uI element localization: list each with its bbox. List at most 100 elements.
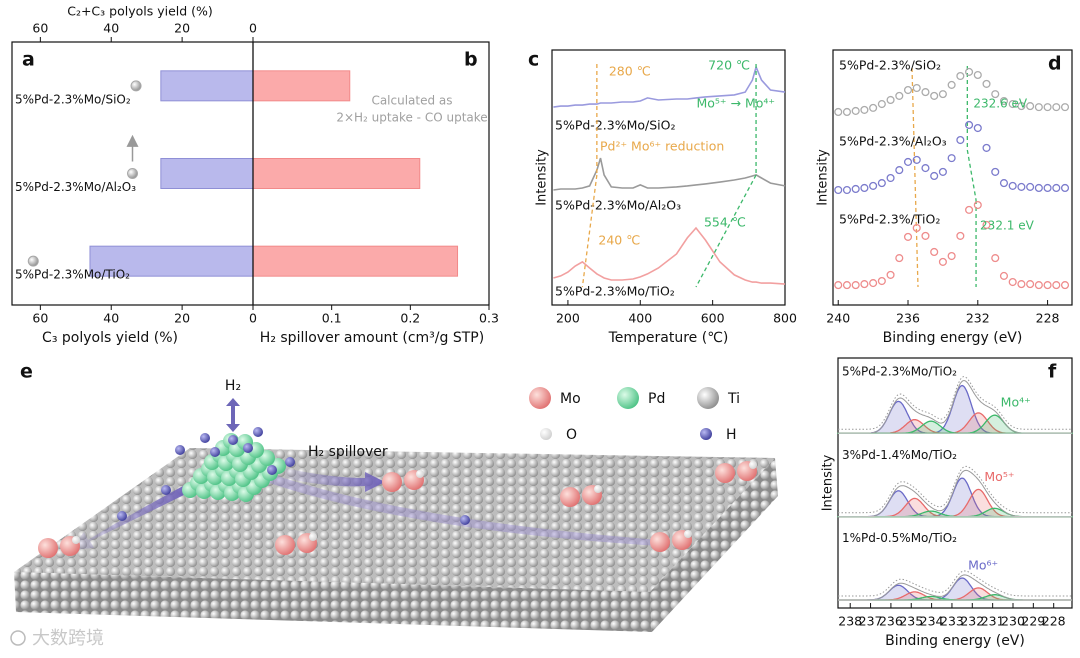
frame bbox=[11, 41, 490, 306]
point bbox=[921, 231, 930, 240]
point bbox=[982, 220, 991, 229]
point bbox=[842, 185, 852, 195]
series-label: 5%Pd-2.3%/SiO₂ bbox=[839, 58, 941, 73]
point bbox=[1008, 100, 1017, 109]
spill-arrow-left bbox=[70, 485, 190, 550]
x-tick-label: 234 bbox=[920, 614, 944, 629]
mo-atom bbox=[650, 532, 670, 552]
series-label: 5%Pd-2.3%Mo/Al₂O₃ bbox=[555, 198, 681, 213]
point bbox=[1052, 281, 1061, 290]
point bbox=[851, 106, 860, 115]
raw-spectrum bbox=[838, 465, 1072, 514]
h-atom bbox=[161, 485, 171, 495]
guide-line bbox=[911, 67, 919, 288]
point bbox=[1060, 103, 1070, 112]
top-tick-label: 60 bbox=[32, 21, 48, 36]
x-tick-label: 40 bbox=[103, 311, 119, 326]
point bbox=[1026, 182, 1035, 191]
marker-line bbox=[581, 174, 598, 288]
point bbox=[903, 85, 913, 95]
marker-line bbox=[966, 149, 977, 201]
mo-atom bbox=[715, 463, 735, 483]
raw-spectrum bbox=[838, 570, 1072, 597]
legend-label: Mo⁵⁺ bbox=[984, 469, 1014, 484]
x-axis-title: Binding energy (eV) bbox=[885, 633, 1025, 649]
sample-label: 3%Pd-1.4%Mo/TiO₂ bbox=[842, 448, 957, 462]
point bbox=[956, 135, 965, 145]
x-tick-label: 232 bbox=[966, 311, 990, 326]
h-atom bbox=[285, 457, 295, 467]
category-label: 5%Pd-2.3%Mo/TiO₂ bbox=[15, 268, 130, 282]
point bbox=[930, 247, 939, 257]
frame bbox=[832, 49, 1073, 306]
mo-atom bbox=[560, 487, 580, 507]
point bbox=[973, 70, 982, 80]
h-atom bbox=[267, 465, 277, 475]
mo-atom bbox=[275, 535, 295, 555]
point bbox=[973, 200, 982, 210]
panel-label: d bbox=[1048, 53, 1062, 75]
y-axis-title: Intensity bbox=[821, 454, 836, 511]
frame bbox=[551, 49, 786, 306]
point bbox=[1052, 183, 1061, 193]
h-atom bbox=[243, 443, 253, 453]
series-label: 5%Pd-2.3%/Al₂O₃ bbox=[839, 134, 947, 149]
dot bbox=[130, 80, 142, 92]
point bbox=[991, 254, 1000, 263]
x-axis-title: H₂ spillover amount (cm³/g STP) bbox=[260, 330, 484, 346]
point bbox=[1026, 280, 1035, 289]
bar bbox=[252, 245, 459, 277]
point bbox=[869, 181, 878, 190]
x-tick-label: 228 bbox=[1036, 311, 1060, 326]
y-axis-title: Intensity bbox=[816, 149, 831, 206]
x-tick-label: 237 bbox=[859, 614, 883, 629]
h-atom bbox=[117, 511, 127, 521]
legend-label: Pd bbox=[648, 391, 665, 407]
point bbox=[869, 103, 878, 112]
point bbox=[956, 231, 965, 240]
panel-label: b bbox=[464, 49, 478, 71]
point bbox=[1060, 183, 1070, 193]
x-tick-label: 0.3 bbox=[479, 311, 499, 326]
series-label: 5%Pd-2.3%Mo/SiO₂ bbox=[555, 118, 675, 133]
panel-label: e bbox=[20, 361, 33, 383]
point bbox=[1043, 281, 1052, 290]
point bbox=[842, 107, 852, 117]
point bbox=[947, 251, 956, 261]
legend-swatch bbox=[697, 387, 719, 409]
x-tick-label: 238 bbox=[838, 614, 862, 629]
legend-swatch bbox=[529, 387, 551, 409]
annotation: Calculated as bbox=[371, 94, 452, 108]
point bbox=[1017, 102, 1026, 111]
h2-arrow bbox=[226, 398, 240, 432]
bar bbox=[160, 70, 254, 102]
point bbox=[1034, 183, 1043, 193]
pd-atom bbox=[259, 450, 275, 466]
point bbox=[982, 143, 991, 152]
x-axis-title: C₃ polyols yield (%) bbox=[42, 330, 178, 346]
component bbox=[837, 477, 1073, 518]
point bbox=[999, 179, 1009, 188]
panel-label: c bbox=[528, 49, 539, 71]
o-atom bbox=[72, 536, 80, 544]
point bbox=[938, 257, 947, 266]
x-tick-label: 230 bbox=[1001, 614, 1025, 629]
point bbox=[1043, 183, 1052, 193]
point bbox=[982, 79, 991, 88]
legend-swatch bbox=[540, 428, 552, 440]
category-label: 5%Pd-2.3%Mo/Al₂O₃ bbox=[15, 180, 136, 194]
point bbox=[1052, 103, 1061, 112]
point bbox=[991, 90, 1000, 99]
h2-label: H₂ bbox=[225, 378, 241, 394]
point bbox=[1017, 182, 1026, 191]
o-atom bbox=[309, 533, 317, 541]
point bbox=[842, 281, 852, 290]
point bbox=[877, 179, 886, 188]
line-series bbox=[553, 157, 786, 191]
point bbox=[1060, 281, 1070, 290]
point bbox=[903, 157, 913, 166]
legend-swatch bbox=[617, 387, 639, 409]
point bbox=[877, 100, 886, 109]
dot bbox=[27, 255, 39, 267]
